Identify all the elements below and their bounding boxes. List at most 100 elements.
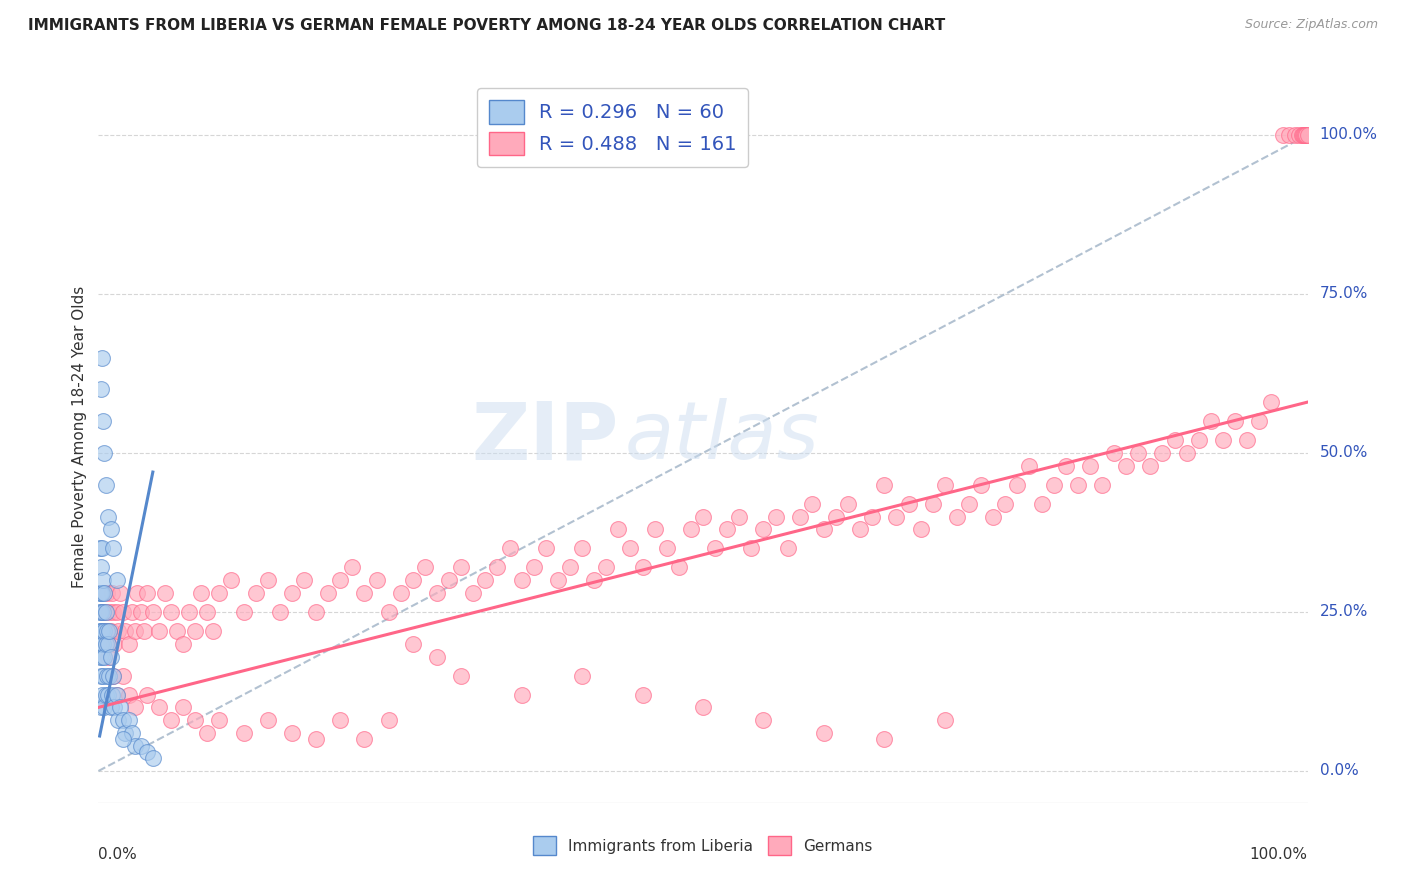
Point <box>752 713 775 727</box>
Point <box>281 726 304 740</box>
Point <box>94 688 117 702</box>
Point <box>105 688 128 702</box>
Point <box>100 649 122 664</box>
Point <box>195 605 218 619</box>
Point <box>184 624 207 638</box>
Text: 100.0%: 100.0% <box>1250 847 1308 862</box>
Point <box>329 573 352 587</box>
Point <box>1288 128 1310 142</box>
Point <box>184 713 207 727</box>
Point <box>463 586 485 600</box>
Point <box>129 605 152 619</box>
Point <box>166 624 188 638</box>
Point <box>426 586 449 600</box>
Point <box>1292 128 1315 142</box>
Point <box>90 668 112 682</box>
Point <box>523 560 546 574</box>
Point <box>486 560 509 574</box>
Point <box>107 713 129 727</box>
Point <box>89 605 111 619</box>
Point <box>202 624 225 638</box>
Point <box>946 509 969 524</box>
Point <box>96 586 118 600</box>
Point <box>172 700 194 714</box>
Point <box>679 522 702 536</box>
Point <box>1249 414 1271 428</box>
Point <box>1223 414 1246 428</box>
Point <box>91 573 114 587</box>
Point <box>101 668 124 682</box>
Point <box>91 624 114 638</box>
Point <box>510 688 533 702</box>
Point <box>1078 458 1101 473</box>
Point <box>631 560 654 574</box>
Point <box>1152 446 1174 460</box>
Point <box>91 414 114 428</box>
Point <box>1295 128 1317 142</box>
Point <box>631 688 654 702</box>
Point <box>353 732 375 747</box>
Point <box>114 624 136 638</box>
Point <box>837 497 859 511</box>
Point <box>849 522 872 536</box>
Point <box>292 573 315 587</box>
Point <box>1115 458 1137 473</box>
Point <box>89 649 111 664</box>
Point <box>607 522 630 536</box>
Point <box>981 509 1004 524</box>
Point <box>1188 434 1211 448</box>
Point <box>103 700 125 714</box>
Point <box>98 668 121 682</box>
Point <box>118 637 141 651</box>
Point <box>571 541 593 556</box>
Point <box>413 560 436 574</box>
Point <box>101 668 124 682</box>
Point <box>208 586 231 600</box>
Point <box>1128 446 1150 460</box>
Point <box>316 586 339 600</box>
Point <box>134 624 156 638</box>
Point <box>450 560 472 574</box>
Point <box>90 560 112 574</box>
Point <box>498 541 520 556</box>
Point <box>148 700 170 714</box>
Point <box>89 541 111 556</box>
Point <box>94 637 117 651</box>
Point <box>825 509 848 524</box>
Point <box>97 509 120 524</box>
Point <box>105 573 128 587</box>
Point <box>474 573 496 587</box>
Point <box>111 713 134 727</box>
Point <box>142 751 165 765</box>
Point <box>813 522 835 536</box>
Point <box>534 541 557 556</box>
Y-axis label: Female Poverty Among 18-24 Year Olds: Female Poverty Among 18-24 Year Olds <box>72 286 87 588</box>
Text: 75.0%: 75.0% <box>1320 286 1368 301</box>
Point <box>100 624 122 638</box>
Point <box>100 688 122 702</box>
Point <box>172 637 194 651</box>
Point <box>121 605 143 619</box>
Point <box>1067 477 1090 491</box>
Point <box>101 605 124 619</box>
Point <box>108 700 131 714</box>
Point <box>558 560 581 574</box>
Point <box>142 605 165 619</box>
Point <box>1199 414 1222 428</box>
Point <box>1091 477 1114 491</box>
Point <box>1054 458 1077 473</box>
Point <box>426 649 449 664</box>
Point <box>91 637 114 651</box>
Point <box>89 586 111 600</box>
Point <box>934 713 956 727</box>
Point <box>655 541 678 556</box>
Point <box>111 668 134 682</box>
Point <box>1018 458 1040 473</box>
Point <box>100 586 122 600</box>
Point <box>342 560 364 574</box>
Point <box>108 586 131 600</box>
Point <box>94 605 117 619</box>
Point <box>190 586 212 600</box>
Point <box>135 688 157 702</box>
Point <box>129 739 152 753</box>
